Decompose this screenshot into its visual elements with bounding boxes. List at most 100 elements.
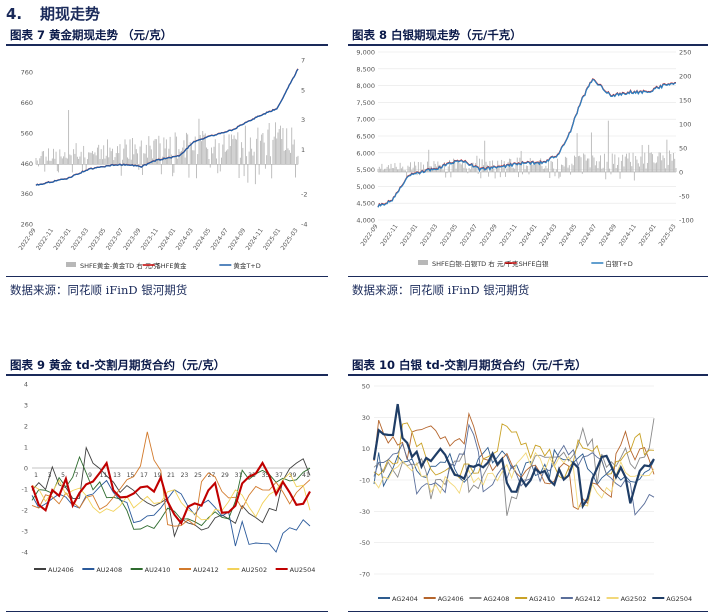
y-left-tick-label: 560 (21, 129, 33, 137)
series-line-spot (377, 78, 677, 208)
y-tick-label: -2 (22, 507, 28, 515)
x-tick-label: 5 (61, 472, 65, 479)
y-tick-label: -10 (359, 477, 370, 485)
y-left-tick-label: 4,000 (356, 217, 375, 225)
legend-label: AU2408 (96, 566, 122, 574)
x-tick-label: 9 (88, 472, 92, 479)
y-right-tick-label: 1 (301, 146, 305, 154)
x-tick-label: 1 (34, 472, 38, 479)
y-tick-label: -4 (22, 549, 28, 557)
y-left-tick-label: 8,000 (356, 82, 375, 90)
x-tick-label: 2024-07 (578, 223, 598, 248)
y-tick-label: 0 (24, 465, 28, 473)
y-left-tick-label: 5,500 (356, 166, 375, 174)
x-tick-label: 2024-09 (598, 223, 618, 248)
y-right-tick-label: 250 (679, 49, 691, 57)
x-tick-label: 39 (289, 472, 297, 479)
y-tick-label: -3 (22, 528, 28, 536)
x-tick-label: 2024-05 (558, 223, 578, 248)
x-tick-label: 27 (208, 472, 216, 479)
x-tick-label: 2025-03 (658, 223, 678, 248)
y-tick-label: 2 (24, 423, 28, 431)
series-line-ag2406 (373, 411, 655, 511)
y-left-tick-label: 660 (21, 99, 33, 107)
bottom-rule (348, 611, 708, 612)
legend-label: AG2504 (666, 595, 692, 603)
y-right-tick-label: -4 (301, 221, 307, 229)
legend-label: AG2404 (392, 595, 418, 603)
x-tick-label: 2023-11 (499, 223, 519, 248)
x-tick-label: 2024-03 (538, 223, 558, 248)
x-tick-label: 35 (262, 472, 270, 479)
y-left-tick-label: 760 (21, 69, 33, 77)
y-left-tick-label: 260 (21, 221, 33, 229)
x-tick-label: 15 (127, 472, 135, 479)
series-line-au2406 (31, 446, 311, 538)
series-line-futures (377, 78, 677, 208)
y-left-tick-label: 4,500 (356, 200, 375, 208)
y-right-tick-label: 5 (301, 86, 305, 94)
y-left-tick-label: 360 (21, 190, 33, 198)
legend-swatch (418, 260, 428, 265)
chart-caption-gold-spot-futures: 图表 7 黄金期现走势 （元/克） (10, 28, 173, 42)
series-line-au2502 (31, 472, 311, 521)
y-left-tick-label: 6,000 (356, 149, 375, 157)
y-tick-label: -50 (359, 539, 370, 547)
y-right-tick-label: 50 (679, 145, 687, 153)
x-tick-label: 7 (75, 472, 79, 479)
legend-label: AG2410 (529, 595, 555, 603)
x-tick-label: 2024-01 (518, 223, 538, 248)
section-number: 4. (6, 5, 23, 23)
legend-label: AU2406 (48, 566, 74, 574)
y-right-tick-label: 100 (679, 121, 691, 129)
x-tick-label: 23 (181, 472, 189, 479)
x-tick-label: 37 (275, 472, 283, 479)
data-source-right: 数据来源：同花顺 iFinD 银河期货 (352, 283, 530, 297)
x-tick-label: 31 (235, 472, 243, 479)
legend-label: AU2504 (290, 566, 316, 574)
series-line-ag2408 (373, 418, 655, 516)
y-left-tick-label: 7,500 (356, 99, 375, 107)
y-tick-label: 50 (362, 383, 370, 391)
y-right-tick-label: -50 (679, 193, 690, 201)
bottom-rule (348, 276, 708, 277)
y-right-tick-label: 3 (301, 116, 305, 124)
y-left-tick-label: 7,000 (356, 116, 375, 124)
x-tick-label: 2023-09 (479, 223, 499, 248)
series-line-au2408 (31, 479, 311, 553)
y-tick-label: 1 (24, 444, 28, 452)
y-right-tick-label: -2 (301, 191, 307, 199)
legend-label: SHFE白银 (519, 259, 549, 268)
caption-rule (348, 374, 708, 376)
legend-label: AU2410 (145, 566, 171, 574)
x-tick-label: 19 (154, 472, 162, 479)
bottom-rule (6, 276, 328, 277)
x-tick-label: 11 (100, 472, 108, 479)
x-tick-label: 2025-01 (638, 223, 658, 248)
series-line-au2504 (31, 460, 311, 526)
data-source-left: 数据来源：同花顺 iFinD 银河期货 (10, 283, 188, 297)
legend-label: 黄金T+D (233, 261, 260, 270)
y-right-tick-label: 7 (301, 57, 305, 65)
caption-rule (6, 44, 328, 46)
caption-rule (6, 374, 328, 376)
x-tick-label: 2022-09 (360, 223, 380, 248)
legend-label: SHFE白银-白银TD 右 元/千克 (432, 259, 519, 268)
silver-spot-futures-chart: 4,000 4,500 5,000 5,500 6,000 6,500 7,000 7,500… (356, 49, 693, 269)
x-tick-label: 17 (140, 472, 148, 479)
x-tick-label: 2022-11 (379, 223, 399, 248)
legend-label: AG2412 (575, 595, 601, 603)
y-left-tick-label: 5,000 (356, 183, 375, 191)
x-tick-label: 2025-03 (280, 227, 300, 252)
legend-label: AU2412 (193, 566, 219, 574)
y-tick-label: -70 (359, 571, 370, 579)
legend-label: AG2408 (483, 595, 509, 603)
chart-caption-silver-td-delivery: 图表 10 白银 td-交割月期货合约（元/千克） (352, 358, 587, 372)
series-line-ag2502 (373, 451, 655, 509)
chart-caption-gold-td-delivery: 图表 9 黄金 td-交割月期货合约（元/克） (10, 358, 226, 372)
y-left-tick-label: 9,000 (356, 49, 375, 57)
legend-label: 白银T+D (605, 259, 632, 268)
x-tick-label: 13 (113, 472, 121, 479)
legend-label: SHFE黄金 (157, 261, 187, 270)
